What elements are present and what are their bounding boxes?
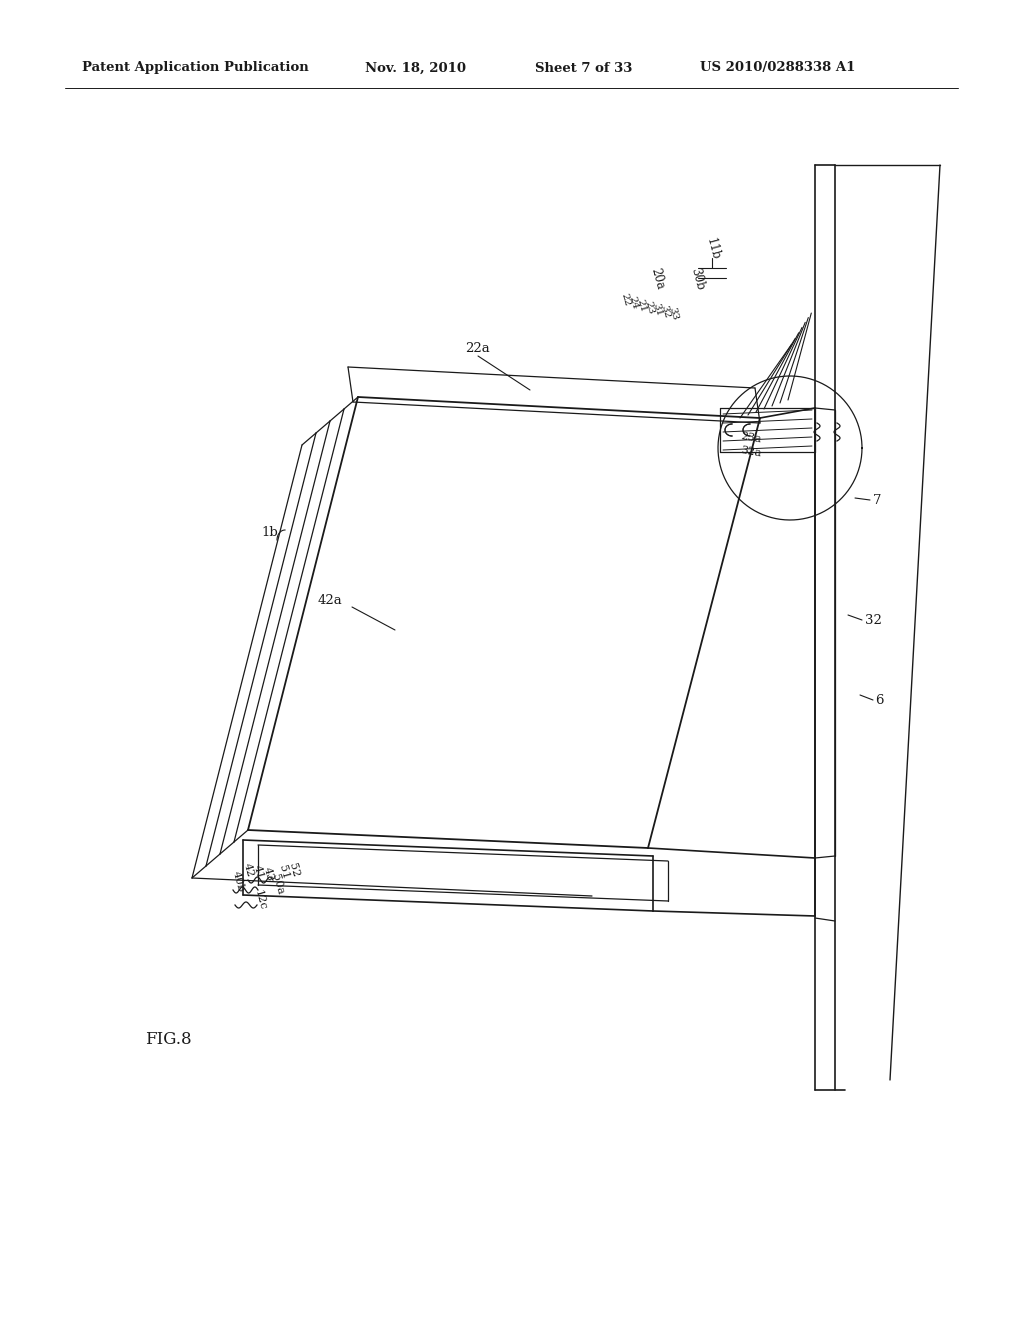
Text: 32a: 32a bbox=[740, 445, 762, 459]
Text: 40b: 40b bbox=[230, 870, 246, 894]
Text: 7: 7 bbox=[873, 494, 882, 507]
Text: 42: 42 bbox=[242, 862, 255, 878]
Text: 32: 32 bbox=[658, 305, 671, 319]
Text: 21: 21 bbox=[635, 298, 647, 314]
Text: 51: 51 bbox=[278, 863, 291, 880]
Text: 6: 6 bbox=[874, 693, 884, 706]
Text: 32: 32 bbox=[865, 614, 882, 627]
Text: 12c: 12c bbox=[253, 888, 267, 911]
Text: FIG.8: FIG.8 bbox=[145, 1031, 191, 1048]
Text: 33: 33 bbox=[667, 306, 679, 322]
Text: 22: 22 bbox=[618, 293, 631, 308]
Text: 50a: 50a bbox=[270, 873, 286, 895]
Text: 22a: 22a bbox=[466, 342, 490, 355]
Text: 11b: 11b bbox=[703, 236, 722, 261]
Text: 20a: 20a bbox=[649, 267, 667, 290]
Text: 1b: 1b bbox=[261, 527, 278, 540]
Text: 52: 52 bbox=[288, 862, 301, 878]
Text: 31: 31 bbox=[651, 302, 664, 318]
Text: Patent Application Publication: Patent Application Publication bbox=[82, 62, 309, 74]
Text: 23a: 23a bbox=[740, 432, 762, 445]
Text: 42a: 42a bbox=[317, 594, 342, 606]
Text: US 2010/0288338 A1: US 2010/0288338 A1 bbox=[700, 62, 855, 74]
Text: 41: 41 bbox=[251, 863, 264, 880]
Text: 24: 24 bbox=[627, 296, 639, 310]
Text: 43: 43 bbox=[261, 866, 274, 882]
Text: 30b: 30b bbox=[689, 267, 708, 292]
Text: Nov. 18, 2010: Nov. 18, 2010 bbox=[365, 62, 466, 74]
Text: 23: 23 bbox=[643, 301, 655, 315]
Text: Sheet 7 of 33: Sheet 7 of 33 bbox=[535, 62, 633, 74]
